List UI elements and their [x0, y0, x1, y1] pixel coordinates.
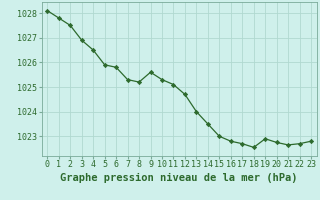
- X-axis label: Graphe pression niveau de la mer (hPa): Graphe pression niveau de la mer (hPa): [60, 173, 298, 183]
